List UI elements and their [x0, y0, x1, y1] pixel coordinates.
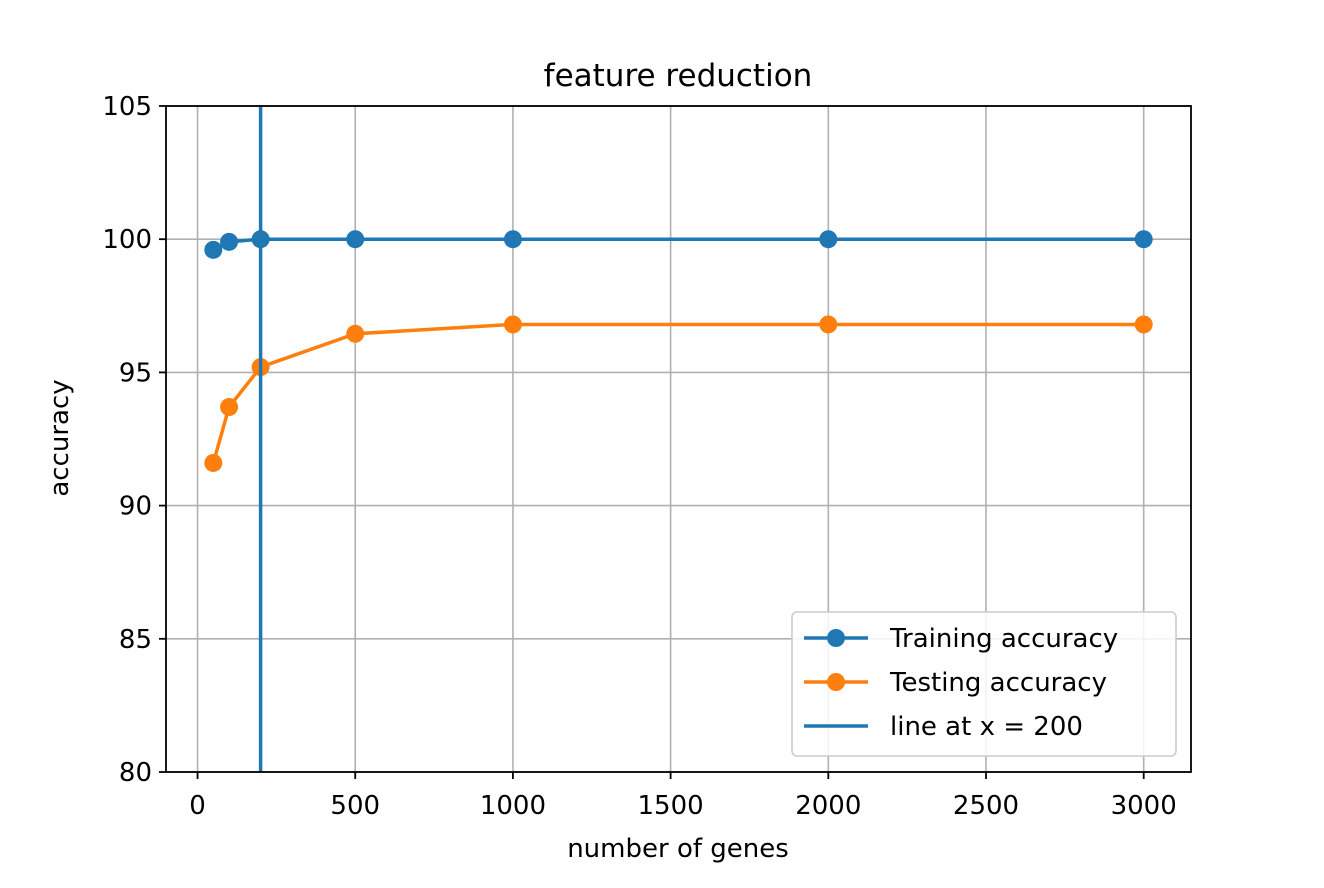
- series-line: [211, 322, 1144, 464]
- data-point: [1134, 315, 1153, 334]
- x-tick-label: 1000: [480, 791, 546, 821]
- data-point: [220, 398, 239, 417]
- x-tick-label: 0: [189, 791, 206, 821]
- legend-box: [791, 611, 1177, 757]
- legend-entry: line at x = 200: [804, 712, 1083, 742]
- y-axis-ticks: 80 85 90 95 100 105: [102, 92, 166, 788]
- data-point: [819, 315, 838, 334]
- y-tick-label: 105: [102, 92, 152, 122]
- series-2: [204, 315, 1153, 472]
- legend: Training accuracy Testing accuracy line at…: [791, 611, 1177, 757]
- y-tick-label: 95: [119, 358, 152, 388]
- data-point: [204, 240, 223, 259]
- chart-title: feature reduction: [544, 58, 813, 94]
- y-tick-label: 90: [119, 492, 152, 522]
- legend-swatch-marker: [827, 673, 845, 691]
- data-point: [204, 453, 223, 472]
- x-tick-label: 3000: [1111, 791, 1177, 821]
- legend-swatch-marker: [827, 629, 845, 647]
- data-point: [503, 230, 522, 249]
- x-tick-label: 2500: [953, 791, 1019, 821]
- x-tick-label: 1500: [638, 791, 704, 821]
- legend-entry: Testing accuracy: [804, 668, 1107, 698]
- data-point: [346, 324, 365, 343]
- series-1: [204, 230, 1153, 259]
- data-point: [503, 315, 522, 334]
- x-axis-label: number of genes: [567, 834, 789, 864]
- y-axis-label: accuracy: [45, 379, 75, 496]
- y-tick-label: 100: [102, 225, 152, 255]
- x-axis-ticks: 0 500 1000 1500 2000 2500 3000: [189, 772, 1177, 821]
- data-point: [220, 232, 239, 251]
- y-tick-label: 80: [119, 758, 152, 788]
- data-point: [346, 230, 365, 249]
- legend-label: Training accuracy: [889, 624, 1118, 654]
- axes-frame: [165, 105, 1192, 773]
- legend-label: line at x = 200: [890, 712, 1083, 742]
- legend-entry: Training accuracy: [804, 624, 1118, 654]
- y-tick-label: 85: [119, 625, 152, 655]
- legend-label: Testing accuracy: [889, 668, 1107, 698]
- data-point: [1134, 230, 1153, 249]
- x-tick-label: 2000: [795, 791, 861, 821]
- x-tick-label: 500: [330, 791, 380, 821]
- data-point: [819, 230, 838, 249]
